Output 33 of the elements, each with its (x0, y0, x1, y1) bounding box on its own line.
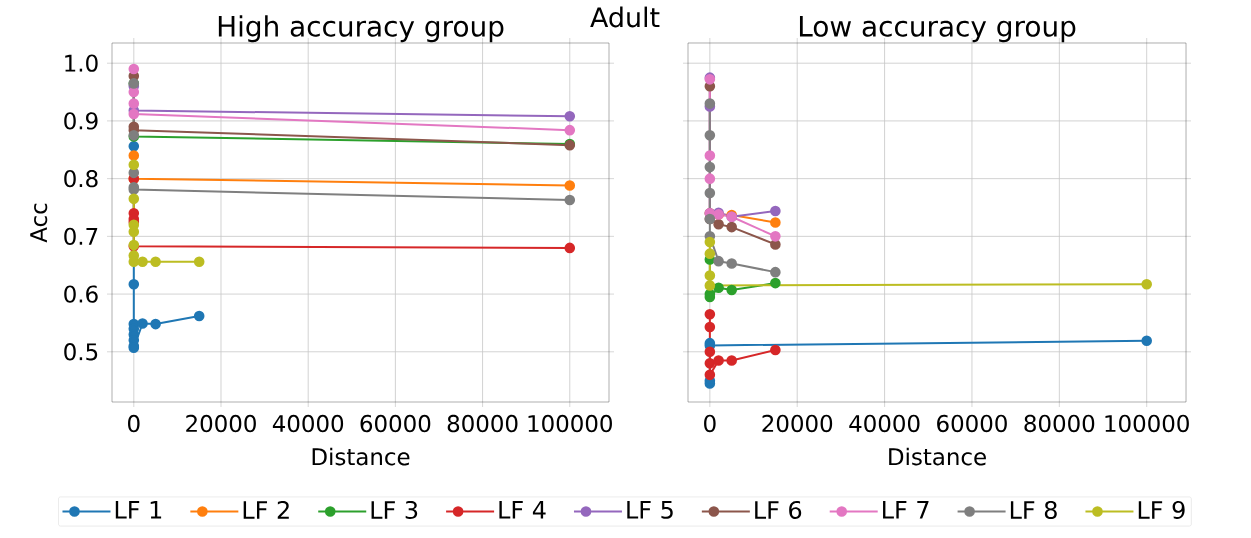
x-tick-label: 60000 (360, 414, 431, 433)
x-tick-label: 80000 (1024, 414, 1095, 433)
y-tick-label: 0.6 (64, 285, 98, 303)
x-tick-label: 100000 (528, 414, 612, 433)
y-tick-label: 0.5 (64, 343, 98, 361)
y-tick-label: 0.7 (64, 227, 98, 246)
y-axis-title: Acc (30, 203, 48, 243)
x-tick-label: 40000 (272, 414, 344, 433)
y-tick-label: 1.0 (65, 54, 98, 72)
x-tick-label: 100000 (1105, 414, 1189, 433)
x-tick-label: 40000 (849, 414, 920, 433)
x-tick-label: 60000 (937, 414, 1007, 433)
x-tick-label: 20000 (186, 414, 256, 433)
legend-label: LF 1 (115, 501, 162, 519)
y-tick-label: 0.8 (64, 169, 98, 188)
legend-label: LF 2 (243, 500, 289, 519)
y-tick-label: 0.9 (64, 112, 98, 130)
legend-label: LF 9 (1138, 500, 1185, 519)
legend-label: LF 5 (627, 501, 673, 519)
chart-title: Low accuracy group (799, 16, 1076, 43)
x-axis-title: Distance (312, 447, 410, 466)
x-tick-label: 20000 (762, 414, 833, 433)
legend-label: LF 6 (755, 500, 802, 519)
x-tick-label: 0 (128, 414, 140, 433)
text: Adult (590, 6, 660, 28)
legend-label: LF 4 (499, 501, 546, 519)
legend-label: LF 7 (883, 501, 929, 519)
chart-title: High accuracy group (218, 15, 504, 43)
x-tick-label: 80000 (447, 414, 518, 433)
legend-label: LF 3 (371, 500, 418, 519)
x-axis-title: Distance (889, 447, 986, 466)
x-tick-label: 0 (704, 414, 716, 433)
legend-label: LF 8 (1010, 500, 1057, 519)
